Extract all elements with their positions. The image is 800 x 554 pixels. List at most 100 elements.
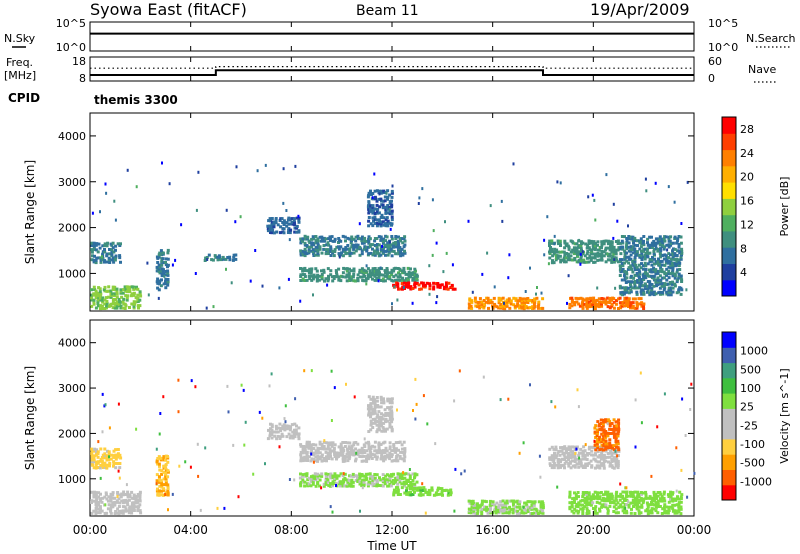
power-echo-cell <box>566 254 570 258</box>
velocity-echo-cell <box>119 456 123 460</box>
velocity-echo-cell <box>373 407 377 411</box>
power-echo-cell <box>592 240 596 244</box>
velocity-echo-cell <box>324 472 328 476</box>
velocity-echo-cell <box>328 453 332 457</box>
velocity-echo-cell <box>132 493 136 497</box>
velocity-echo-cell <box>504 503 508 507</box>
power-echo-cell <box>105 191 108 195</box>
velocity-echo-cell <box>526 505 530 509</box>
power-echo-cell <box>629 257 633 261</box>
power-echo-cell <box>166 248 170 252</box>
power-echo-cell <box>623 288 627 292</box>
velocity-echo-cell <box>671 497 675 501</box>
power-echo-cell <box>333 248 337 252</box>
velocity-echo-cell <box>354 441 358 444</box>
velocity-echo-cell <box>422 394 425 398</box>
velocity-echo-cell <box>405 486 409 490</box>
velocity-echo-cell <box>381 451 385 455</box>
power-echo-cell <box>119 300 123 304</box>
velocity-echo-cell <box>585 495 589 499</box>
velocity-echo-cell <box>585 491 588 494</box>
velocity-echo-cell <box>550 464 554 468</box>
power-echo-cell <box>623 304 626 308</box>
power-echo-cell <box>381 203 385 207</box>
velocity-echo-cell <box>105 456 109 459</box>
power-echo-cell <box>536 286 538 289</box>
velocity-echo-cell <box>113 503 117 507</box>
velocity-echo-cell <box>330 457 334 461</box>
velocity-echo-cell <box>339 453 343 457</box>
velocity-echo-cell <box>90 447 94 451</box>
power-echo-cell <box>631 286 635 290</box>
power-echo-cell <box>225 208 228 212</box>
velocity-echo-cell <box>292 432 296 436</box>
velocity-colorbar-tick: -500 <box>740 457 765 470</box>
velocity-echo-region <box>90 447 123 470</box>
velocity-echo-cell <box>297 432 301 436</box>
power-echo-cell <box>657 257 660 261</box>
velocity-echo-cell <box>409 484 413 488</box>
power-echo-cell <box>597 303 601 306</box>
velocity-echo-cell <box>572 511 576 515</box>
power-echo-cell <box>526 297 530 300</box>
velocity-echo-cell <box>388 397 392 401</box>
power-echo-cell <box>648 246 652 249</box>
power-echo-cell <box>652 241 656 245</box>
power-echo-cell <box>197 170 200 174</box>
power-echo-cell <box>667 256 670 260</box>
power-echo-cell <box>621 264 625 268</box>
velocity-echo-cell <box>326 478 330 482</box>
power-echo-cell <box>575 248 579 252</box>
velocity-echo-cell <box>402 482 406 486</box>
velocity-echo-cell <box>675 511 679 515</box>
velocity-echo-cell <box>380 453 384 456</box>
power-echo-cell <box>95 242 99 246</box>
power-echo-cell <box>640 301 644 305</box>
power-echo-cell <box>514 298 518 302</box>
velocity-echo-cell <box>318 440 322 444</box>
velocity-echo-cell <box>520 509 524 513</box>
power-echo-cell <box>631 297 635 301</box>
velocity-echo-cell <box>608 443 612 447</box>
power-echo-cell <box>664 254 668 258</box>
power-echo-cell <box>297 218 301 222</box>
power-echo-cell <box>384 253 387 257</box>
velocity-echo-cell <box>516 499 520 503</box>
power-echo-cell <box>568 306 572 310</box>
power-echo-cell <box>512 303 516 307</box>
velocity-echo-cell <box>121 509 125 513</box>
power-echo-cell <box>204 256 208 260</box>
velocity-echo-cell <box>307 482 311 486</box>
velocity-echo-cell <box>94 491 98 495</box>
velocity-echo-cell <box>360 482 364 486</box>
power-echo-cell <box>390 235 394 238</box>
power-echo-cell <box>554 254 558 257</box>
power-echo-cell <box>643 253 647 257</box>
power-echo-cell <box>642 249 646 253</box>
velocity-echo-cell <box>644 509 648 513</box>
power-echo-cell <box>573 242 577 246</box>
velocity-echo-cell <box>109 495 113 499</box>
power-echo-cell <box>339 279 343 283</box>
velocity-echo-cell <box>460 472 463 476</box>
velocity-echo-cell <box>337 474 341 478</box>
power-echo-cell <box>629 285 633 288</box>
power-echo-cell <box>311 277 315 281</box>
velocity-echo-cell <box>579 447 583 451</box>
power-echo-cell <box>557 250 560 254</box>
power-echo-cell <box>567 247 571 251</box>
power-echo-cell <box>369 204 372 208</box>
velocity-echo-cell <box>358 474 362 478</box>
velocity-echo-cell <box>366 482 370 486</box>
power-echo-cell <box>552 261 556 265</box>
power-echo-cell <box>579 259 583 262</box>
velocity-echo-cell <box>518 502 521 506</box>
power-echo-cell <box>368 237 372 241</box>
velocity-echo-cell <box>299 453 303 457</box>
velocity-echo-cell <box>288 436 292 440</box>
velocity-echo-cell <box>223 506 226 510</box>
velocity-echo-region <box>392 486 453 497</box>
velocity-echo-cell <box>499 509 503 513</box>
power-echo-cell <box>358 245 362 249</box>
velocity-echo-cell <box>601 424 605 428</box>
